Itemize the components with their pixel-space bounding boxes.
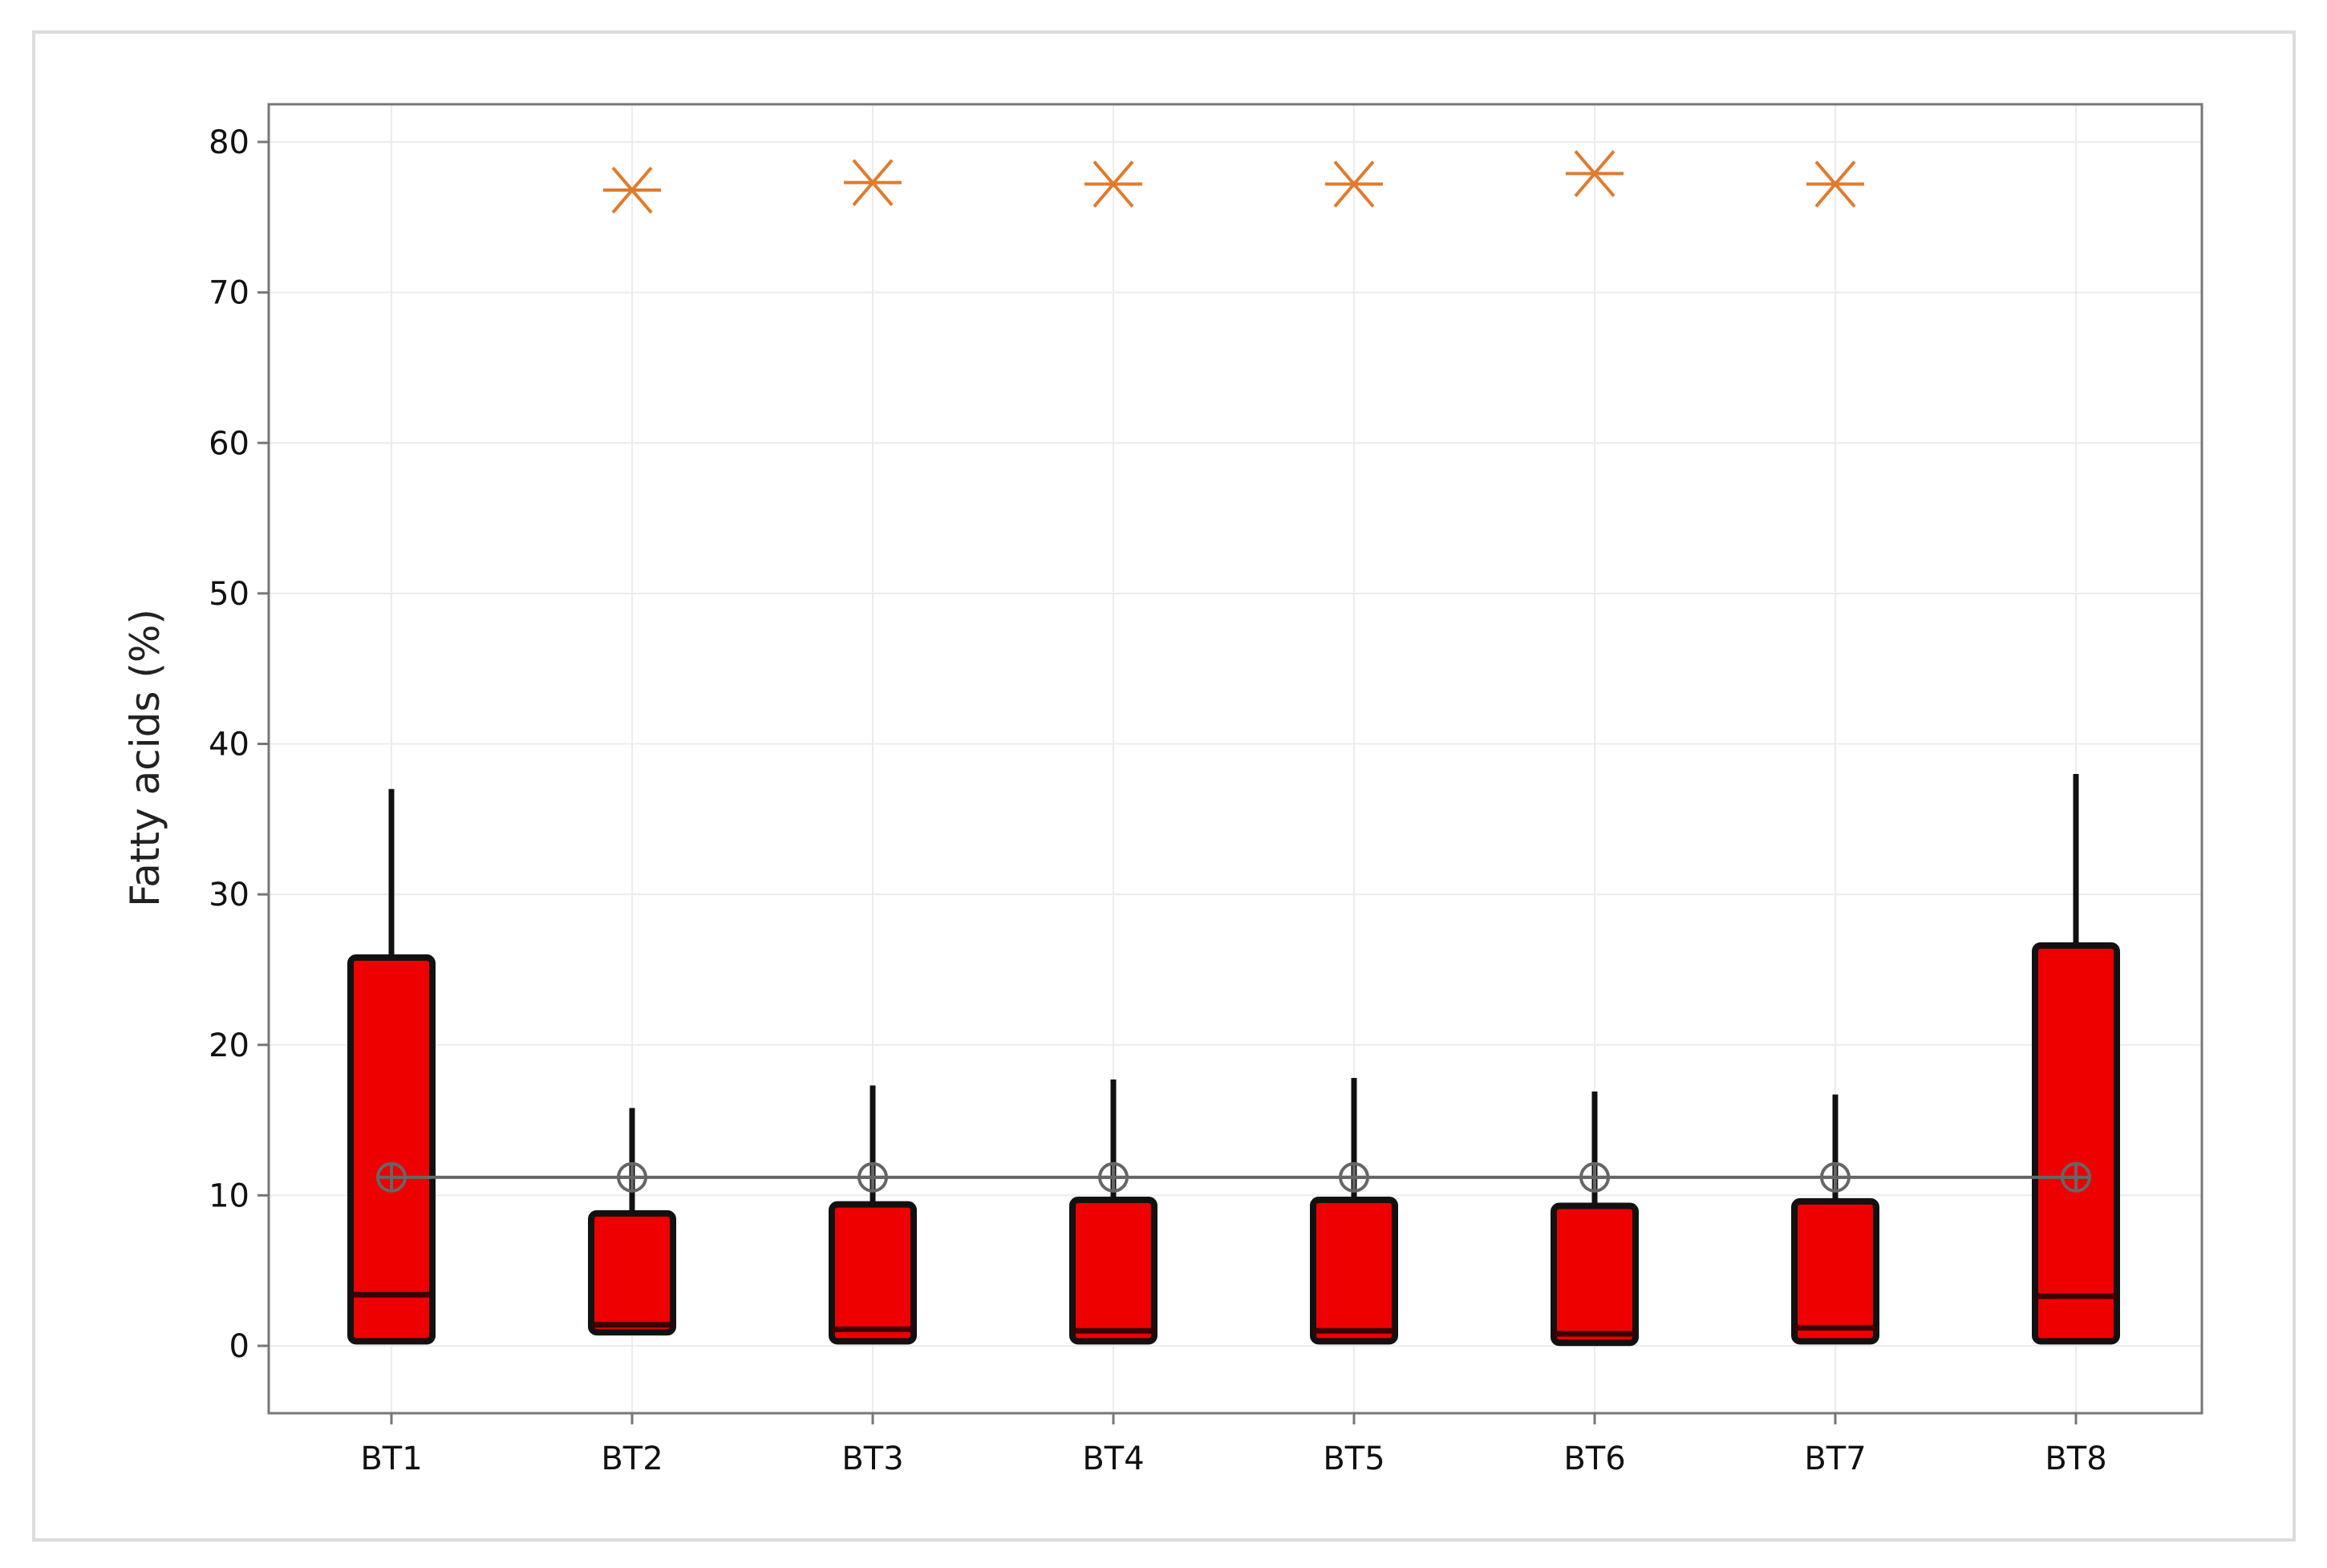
outliers: [603, 150, 1864, 214]
box-body: [1310, 1197, 1398, 1345]
y-axis: 0 10 20 30 40 50 60 70 80: [209, 124, 269, 1365]
y-tick-label: 0: [229, 1328, 249, 1365]
x-tick-label: BT3: [841, 1440, 903, 1477]
box-body: [829, 1201, 917, 1345]
box-BT2: [588, 1108, 676, 1336]
x-tick-label: BT4: [1082, 1440, 1144, 1477]
x-tick-label: BT1: [360, 1440, 422, 1477]
mean-point: [376, 1161, 407, 1193]
box-body: [1791, 1197, 1879, 1345]
mean-point: [1098, 1161, 1129, 1193]
mean-point: [1339, 1161, 1369, 1193]
y-tick-label: 80: [209, 124, 249, 161]
mean-point: [617, 1161, 647, 1193]
x-tick-label: BT6: [1563, 1440, 1625, 1477]
y-tick-label: 60: [209, 425, 249, 462]
y-tick-label: 10: [209, 1177, 249, 1214]
y-axis-title: Fatty acids (%): [122, 609, 168, 907]
mean-series: [376, 1161, 2091, 1193]
box-body: [588, 1209, 676, 1336]
outlier-stroke-d2: [611, 166, 653, 214]
box-BT8: [2032, 774, 2120, 1345]
box-BT3: [829, 1085, 917, 1345]
box-body: [1551, 1202, 1639, 1347]
y-tick-label: 40: [209, 727, 249, 764]
x-tick-label: BT7: [1804, 1440, 1866, 1477]
outlier-stroke-d2: [852, 159, 894, 206]
outlier-BT7: [1806, 160, 1864, 208]
mean-point: [1579, 1161, 1610, 1193]
box-body: [1069, 1197, 1157, 1345]
box-BT1: [347, 788, 436, 1345]
outlier-stroke-d2: [1574, 150, 1616, 197]
y-tick-label: 50: [209, 576, 249, 613]
x-tick-label: BT2: [601, 1440, 663, 1477]
outlier-stroke-d2: [1333, 160, 1375, 208]
x-axis: BT1 BT2 BT3 BT4 BT5 BT6 BT7 BT8: [360, 1413, 2107, 1477]
box-body: [347, 954, 436, 1345]
gridlines: [269, 104, 2202, 1413]
mean-point: [2061, 1161, 2091, 1193]
outlier-stroke-d2: [1093, 160, 1134, 208]
box-BT6: [1551, 1091, 1639, 1347]
y-tick-label: 70: [209, 275, 249, 312]
plot-frame: [267, 103, 2203, 1415]
mean-point: [857, 1161, 888, 1193]
mean-point: [1820, 1161, 1851, 1193]
outlier-BT4: [1084, 160, 1142, 208]
box-BT7: [1791, 1094, 1879, 1345]
outlier-BT3: [844, 159, 902, 206]
x-tick-label: BT8: [2045, 1440, 2106, 1477]
outlier-BT2: [603, 166, 661, 214]
box-BT4: [1069, 1079, 1157, 1345]
box-body: [2032, 942, 2120, 1345]
y-tick-label: 20: [209, 1027, 249, 1064]
outlier-BT5: [1325, 160, 1383, 208]
outlier-stroke-d2: [1814, 160, 1856, 208]
outlier-BT6: [1566, 150, 1624, 197]
boxes: [347, 774, 2120, 1347]
x-tick-label: BT5: [1323, 1440, 1384, 1477]
y-tick-label: 30: [209, 877, 249, 914]
